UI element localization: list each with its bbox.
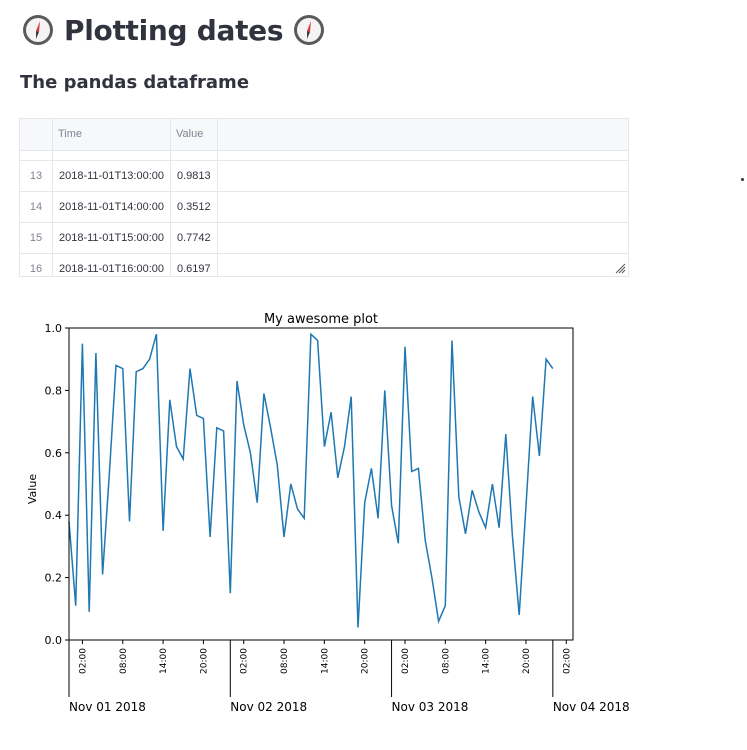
x-tick-label: 14:00: [320, 648, 330, 674]
x-tick-label: 20:00: [361, 648, 371, 674]
time-cell[interactable]: 2018-11-01T15:00:00: [59, 232, 164, 244]
table-row[interactable]: 13 2018-11-01T13:00:00 0.9813: [20, 161, 628, 192]
series-line-value: [68, 332, 554, 628]
page-title: Plotting dates: [64, 13, 284, 47]
dataframe-subheader: The pandas dataframe: [20, 72, 250, 93]
value-cell[interactable]: 0.7742: [177, 232, 211, 244]
x-tick-label: 02:00: [562, 648, 572, 674]
table-row[interactable]: 14 2018-11-01T14:00:00 0.3512: [20, 192, 628, 223]
day-tick-label: Nov 02 2018: [230, 700, 307, 714]
table-row[interactable]: 15 2018-11-01T15:00:00 0.7742: [20, 223, 628, 254]
x-tick-label: 08:00: [280, 648, 290, 674]
chart-title: My awesome plot: [264, 312, 378, 327]
line-chart: My awesome plot Value 0.0 0.2 0.4 0.6 0.8 1.0…: [26, 312, 630, 714]
day-tick-label: Nov 03 2018: [392, 700, 469, 714]
time-cell[interactable]: 2018-11-01T13:00:00: [59, 170, 164, 182]
page-title-row: Plotting dates: [22, 8, 325, 52]
x-tick-label: 20:00: [199, 648, 209, 674]
column-divider: [217, 119, 218, 276]
x-tick-label: 14:00: [159, 648, 169, 674]
y-tick-label: 0.4: [45, 509, 63, 522]
row-index: 13: [29, 170, 43, 182]
y-tick-label: 1.0: [45, 322, 63, 335]
table-header: Time Value: [20, 119, 628, 151]
decorative-dot: [741, 178, 744, 181]
y-tick-label: 0.2: [45, 572, 63, 585]
table-row[interactable]: 16 2018-11-01T16:00:00 0.6197: [20, 254, 628, 276]
column-header-value[interactable]: Value: [176, 128, 204, 140]
x-tick-label: 02:00: [401, 648, 411, 674]
day-tick-label: Nov 04 2018: [553, 700, 630, 714]
x-tick-label: 02:00: [240, 648, 250, 674]
partial-row: [20, 151, 628, 161]
column-divider: [52, 119, 53, 276]
x-tick-label: 08:00: [441, 648, 451, 674]
y-axis-label: Value: [26, 474, 39, 504]
x-tick-label: 02:00: [78, 648, 88, 674]
row-index: 15: [29, 232, 43, 244]
time-cell[interactable]: 2018-11-01T16:00:00: [59, 263, 164, 275]
y-tick-label: 0.6: [45, 447, 63, 460]
compass-icon: [294, 15, 325, 45]
compass-icon: [23, 15, 53, 45]
x-tick-label: 14:00: [482, 648, 492, 674]
time-cell[interactable]: 2018-11-01T14:00:00: [59, 201, 164, 213]
x-tick-label: 08:00: [119, 648, 129, 674]
value-cell[interactable]: 0.9813: [177, 170, 211, 182]
plot-frame: [68, 327, 574, 641]
day-tick-label: Nov 01 2018: [69, 700, 146, 714]
dataframe-table[interactable]: Time Value 13 2018-11-01T13:00:00 0.9813…: [19, 118, 629, 277]
value-cell[interactable]: 0.6197: [177, 263, 211, 275]
column-divider: [170, 119, 171, 276]
value-cell[interactable]: 0.3512: [177, 201, 211, 213]
row-index: 14: [29, 201, 43, 213]
y-tick-label: 0.0: [45, 634, 63, 647]
x-tick-label: 20:00: [522, 648, 532, 674]
y-tick-label: 0.8: [45, 384, 63, 397]
resize-handle-icon[interactable]: [614, 262, 626, 274]
column-header-time[interactable]: Time: [58, 128, 83, 140]
row-index: 16: [29, 263, 43, 275]
